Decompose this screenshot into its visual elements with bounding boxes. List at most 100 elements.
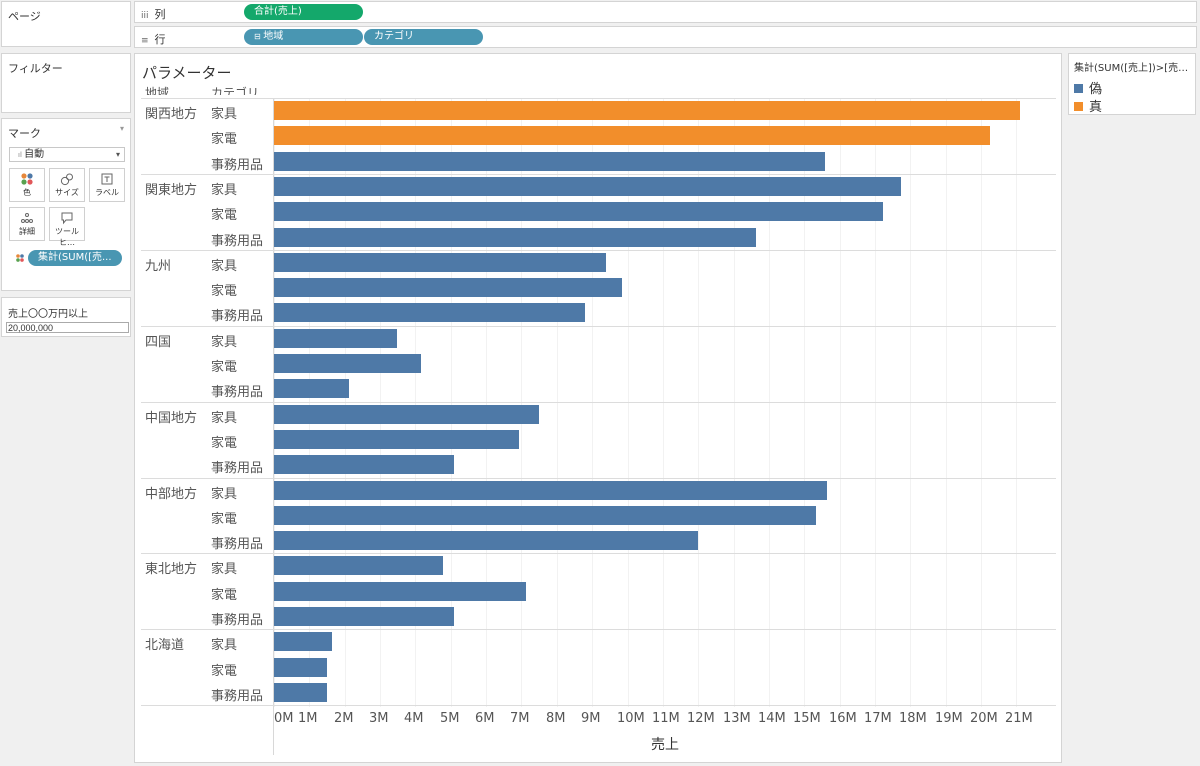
- category-label: 家電: [211, 664, 238, 679]
- color-field-pill[interactable]: 集計(SUM([売...: [28, 250, 122, 266]
- bar[interactable]: [274, 126, 990, 145]
- bar[interactable]: [274, 329, 397, 348]
- category-label: 事務用品: [211, 158, 264, 173]
- row-header-category: カテゴリ: [211, 86, 260, 95]
- detail-icon: [10, 211, 44, 225]
- category-label: 家具: [211, 107, 238, 122]
- group-separator: [141, 629, 1056, 630]
- bar[interactable]: [274, 506, 816, 525]
- x-tick-label: 21M: [1005, 711, 1033, 726]
- color-button-label: 色: [23, 188, 31, 197]
- filters-label: フィルター: [8, 62, 63, 75]
- color-button[interactable]: 色: [9, 168, 45, 202]
- bar[interactable]: [274, 379, 349, 398]
- bar[interactable]: [274, 481, 827, 500]
- color-dots-icon: [10, 172, 44, 186]
- columns-pill-sum-sales[interactable]: 合計(売上): [244, 4, 363, 20]
- bar[interactable]: [274, 253, 606, 272]
- x-tick-label: 9M: [581, 711, 601, 726]
- x-tick-label: 18M: [899, 711, 927, 726]
- category-label: 家電: [211, 360, 238, 375]
- region-label: 北海道: [145, 638, 185, 653]
- parameter-input[interactable]: 20,000,000: [6, 322, 129, 333]
- filters-shelf[interactable]: フィルター: [1, 53, 131, 113]
- bar[interactable]: [274, 658, 327, 677]
- bar[interactable]: [274, 405, 539, 424]
- label-button[interactable]: ラベル: [89, 168, 125, 202]
- bar[interactable]: [274, 430, 519, 449]
- x-tick-label: 12M: [687, 711, 715, 726]
- rows-icon: ≡: [141, 36, 149, 46]
- group-separator: [141, 98, 1056, 99]
- color-legend: 集計(SUM([売上])>[売… 偽 真: [1068, 53, 1196, 115]
- x-tick-label: 14M: [758, 711, 786, 726]
- bar[interactable]: [274, 303, 585, 322]
- rows-shelf[interactable]: ≡ 行 ⊟ 地域 カテゴリ: [134, 26, 1197, 48]
- group-separator: [141, 553, 1056, 554]
- legend-swatch: [1074, 84, 1083, 93]
- bar[interactable]: [274, 455, 454, 474]
- bar[interactable]: [274, 531, 698, 550]
- label-button-label: ラベル: [95, 188, 119, 197]
- bar[interactable]: [274, 683, 327, 702]
- x-tick-label: 6M: [475, 711, 495, 726]
- x-tick-label: 2M: [334, 711, 354, 726]
- x-tick-label: 16M: [829, 711, 857, 726]
- region-label: 四国: [145, 335, 172, 350]
- category-label: 事務用品: [211, 385, 264, 400]
- bar[interactable]: [274, 556, 443, 575]
- columns-shelf[interactable]: iii 列 合計(売上): [134, 1, 1197, 23]
- size-icon: [50, 172, 84, 186]
- legend-item-false[interactable]: 偽: [1074, 78, 1102, 97]
- bar[interactable]: [274, 354, 421, 373]
- bar[interactable]: [274, 582, 526, 601]
- x-tick-label: 15M: [793, 711, 821, 726]
- group-separator: [141, 402, 1056, 403]
- region-label: 関東地方: [145, 183, 198, 198]
- region-label: 中国地方: [145, 411, 198, 426]
- category-label: 家電: [211, 588, 238, 603]
- category-label: 家具: [211, 335, 238, 350]
- rows-pill-category[interactable]: カテゴリ: [364, 29, 483, 45]
- category-label: 家具: [211, 183, 238, 198]
- category-label: 事務用品: [211, 689, 264, 704]
- bar[interactable]: [274, 177, 901, 196]
- bar[interactable]: [274, 278, 622, 297]
- x-tick-label: 17M: [864, 711, 892, 726]
- x-tick-label: 4M: [404, 711, 424, 726]
- rows-shelf-label: ≡ 行: [141, 33, 166, 46]
- parameter-title: 売上〇〇万円以上: [8, 309, 88, 320]
- row-header-region: 地域: [145, 86, 170, 95]
- bar[interactable]: [274, 632, 332, 651]
- bar[interactable]: [274, 152, 825, 171]
- columns-icon: iii: [141, 11, 149, 21]
- category-label: 家電: [211, 284, 238, 299]
- group-separator: [141, 478, 1056, 479]
- y-axis-line: [273, 98, 274, 755]
- bar[interactable]: [274, 202, 883, 221]
- expand-icon: ⊟: [254, 32, 264, 41]
- detail-button-label: 詳細: [19, 227, 35, 236]
- marks-collapse-icon[interactable]: ▾: [119, 124, 124, 133]
- rows-pill-region[interactable]: ⊟ 地域: [244, 29, 363, 45]
- size-button[interactable]: サイズ: [49, 168, 85, 202]
- legend-item-true[interactable]: 真: [1074, 96, 1102, 115]
- mark-type-dropdown[interactable]: ıl 自動 ▾: [9, 147, 125, 162]
- region-label: 東北地方: [145, 562, 198, 577]
- category-label: 事務用品: [211, 537, 264, 552]
- category-label: 家具: [211, 411, 238, 426]
- detail-button[interactable]: 詳細: [9, 207, 45, 241]
- color-field-icon: [15, 253, 25, 266]
- pages-shelf[interactable]: ページ: [1, 1, 131, 47]
- region-label: 関西地方: [145, 107, 198, 122]
- x-tick-label: 5M: [440, 711, 460, 726]
- x-tick-label: 13M: [723, 711, 751, 726]
- bar[interactable]: [274, 228, 756, 247]
- bar[interactable]: [274, 101, 1020, 120]
- bar[interactable]: [274, 607, 454, 626]
- marks-card: マーク ▾ ıl 自動 ▾ 色 サイズ ラベル 詳細 ツールヒ… 集: [1, 118, 131, 291]
- chart-title: パラメーター: [142, 64, 232, 82]
- tooltip-button[interactable]: ツールヒ…: [49, 207, 85, 247]
- region-label: 九州: [145, 259, 172, 274]
- category-label: 家具: [211, 562, 238, 577]
